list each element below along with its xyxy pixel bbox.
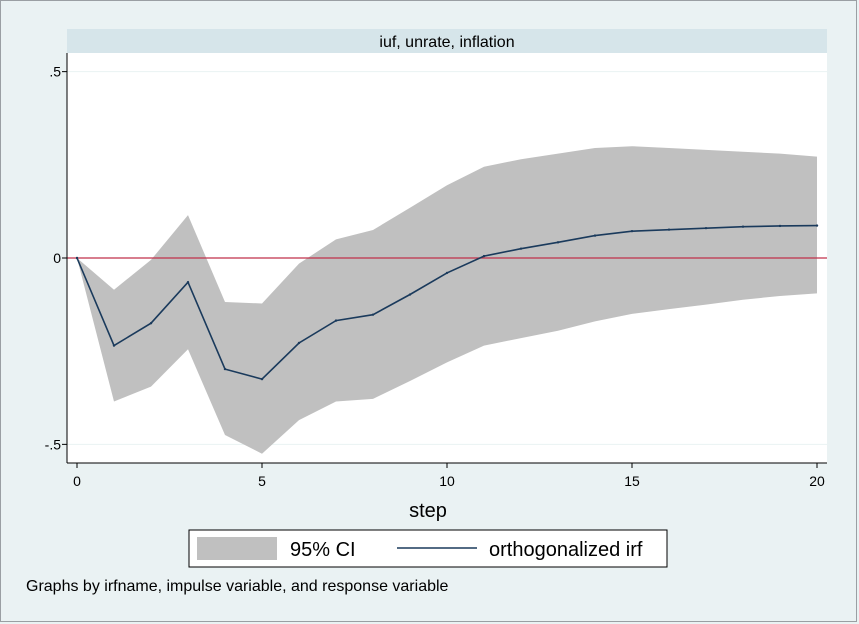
x-tick-label-1: 5 <box>258 473 266 489</box>
y-tick-label-0: .5 <box>49 64 61 80</box>
x-tick-label-4: 20 <box>809 473 825 489</box>
legend: 95% CI orthogonalized irf <box>188 529 668 568</box>
irf-point-0 <box>75 256 79 260</box>
irf-point-17 <box>704 226 708 230</box>
legend-label-irf: orthogonalized irf <box>489 539 643 561</box>
legend-label-ci: 95% CI <box>290 539 356 561</box>
irf-point-10 <box>445 271 449 275</box>
graph-note: Graphs by irfname, impulse variable, and… <box>26 578 449 595</box>
x-axis-title: step <box>409 500 447 522</box>
irf-point-5 <box>260 377 264 381</box>
irf-point-2 <box>149 322 153 325</box>
x-ticks: 0 5 10 15 20 <box>73 463 825 489</box>
irf-points <box>75 224 819 381</box>
irf-point-1 <box>112 344 116 347</box>
panel-title-strip <box>67 29 827 53</box>
irf-point-8 <box>371 313 375 316</box>
irf-point-16 <box>667 228 671 231</box>
irf-point-14 <box>593 234 597 237</box>
y-tick-label-1: 0 <box>53 250 61 266</box>
legend-swatch-ci <box>197 537 277 560</box>
irf-point-11 <box>482 254 486 258</box>
irf-point-13 <box>556 241 560 244</box>
panel-title: iuf, unrate, inflation <box>379 34 514 51</box>
x-tick-label-0: 0 <box>73 473 81 489</box>
irf-point-15 <box>630 229 634 233</box>
irf-point-3 <box>186 281 190 284</box>
irf-point-6 <box>297 341 301 345</box>
y-tick-label-2: -.5 <box>45 436 62 452</box>
y-ticks: .5 0 -.5 <box>45 64 67 452</box>
irf-point-19 <box>778 224 782 228</box>
x-tick-label-2: 10 <box>439 473 455 489</box>
irf-point-4 <box>223 367 227 371</box>
x-tick-label-3: 15 <box>624 473 640 489</box>
irf-point-9 <box>408 293 412 296</box>
irf-point-12 <box>519 247 523 250</box>
ci-band <box>77 146 817 454</box>
irf-point-20 <box>815 224 819 227</box>
irf-point-7 <box>334 319 338 322</box>
irf-point-18 <box>741 225 745 228</box>
